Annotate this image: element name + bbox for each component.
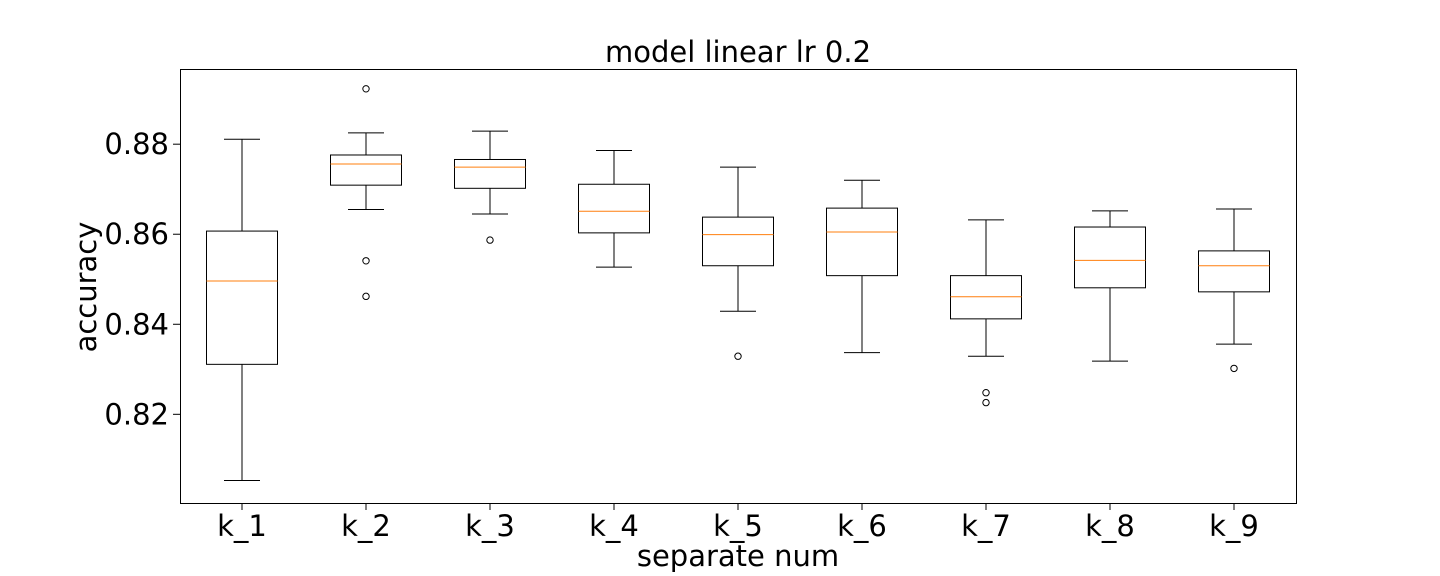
- y-tick-label: 0.88: [104, 127, 169, 161]
- outlier-point: [734, 352, 742, 360]
- x-tick-label: k_4: [589, 509, 639, 543]
- outlier-point: [362, 85, 370, 93]
- x-tick-label: k_2: [341, 509, 391, 543]
- outlier-point: [1230, 364, 1238, 373]
- y-axis-label: accuracy: [69, 222, 103, 353]
- iqr-box: [578, 183, 650, 234]
- iqr-box: [1074, 226, 1146, 289]
- x-tick-label: k_1: [217, 509, 267, 543]
- y-tick-label: 0.86: [104, 217, 169, 251]
- outlier-point: [982, 388, 990, 397]
- outlier-point: [362, 292, 370, 301]
- x-tick-label: k_6: [837, 509, 887, 543]
- outlier-point: [982, 398, 990, 407]
- iqr-box: [702, 216, 774, 267]
- x-tick-label: k_8: [1085, 509, 1135, 543]
- x-tick-label: k_5: [713, 509, 763, 543]
- x-tick-label: k_9: [1209, 509, 1259, 543]
- chart-title: model linear lr 0.2: [605, 35, 871, 69]
- x-axis-label: separate num: [637, 539, 839, 573]
- y-tick-label: 0.82: [104, 397, 169, 431]
- x-tick-label: k_3: [465, 509, 515, 543]
- outlier-point: [486, 236, 494, 244]
- iqr-box: [206, 230, 278, 365]
- iqr-box: [454, 158, 526, 189]
- iqr-box: [330, 154, 402, 186]
- iqr-box: [826, 207, 898, 277]
- iqr-box: [1198, 250, 1270, 293]
- chart-marks: 0.82 0.84 0.86 0.88 k_1 k_2 k_3 k_4 k_5 k_6 k_7 k_8…: [104, 85, 1270, 543]
- y-tick-label: 0.84: [104, 307, 169, 341]
- outlier-point: [362, 257, 370, 265]
- x-tick-label: k_7: [961, 509, 1011, 543]
